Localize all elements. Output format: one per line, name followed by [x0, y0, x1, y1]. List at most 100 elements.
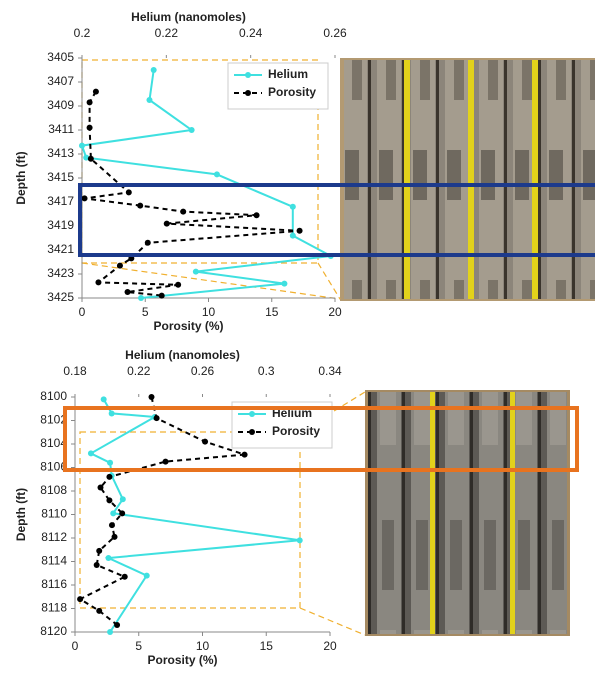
y-tick-label: 3405 — [47, 50, 74, 64]
data-point — [289, 203, 296, 210]
data-point — [180, 208, 187, 215]
core-photo — [365, 390, 570, 636]
data-point — [83, 154, 90, 161]
data-point — [296, 227, 303, 234]
y-tick-label: 8120 — [40, 624, 67, 638]
x-axis-title: Porosity (%) — [153, 319, 223, 333]
data-point — [79, 142, 85, 149]
data-point — [77, 596, 84, 603]
panel: 8100 8102 8104 8106 8108 8110 8112 8114 8116 8118… — [14, 348, 342, 667]
data-point — [81, 195, 88, 202]
data-point — [281, 280, 288, 287]
data-point — [116, 262, 123, 269]
data-point — [146, 97, 153, 103]
x-tick-label: 15 — [265, 305, 279, 319]
x-tick-label: 15 — [260, 639, 274, 653]
data-point — [163, 220, 170, 227]
panel: 3405 3407 3409 3411 3413 3415 3417 3419 3421 3423… — [14, 10, 347, 333]
data-point — [202, 438, 209, 445]
x-tick-label: 0 — [79, 305, 86, 319]
data-point — [137, 202, 144, 209]
series-line — [88, 398, 300, 633]
legend-marker — [245, 72, 251, 78]
data-point — [153, 415, 160, 422]
x-tick-label: 5 — [135, 639, 142, 653]
y-tick-label: 3411 — [48, 122, 74, 136]
x2-tick-label: 0.2 — [74, 26, 91, 40]
data-point — [241, 451, 248, 458]
x-tick-label: 10 — [202, 305, 216, 319]
y-tick-label: 8104 — [40, 436, 67, 450]
y-axis-title: Depth (ft) — [14, 151, 28, 204]
data-point — [96, 607, 103, 614]
highlight-box — [78, 183, 595, 257]
x2-axis-title: Helium (nanomoles) — [125, 348, 240, 362]
x-tick-label: 0 — [72, 639, 79, 653]
y-tick-label: 8116 — [41, 577, 67, 591]
data-point — [86, 99, 93, 106]
x2-tick-label: 0.22 — [155, 26, 179, 40]
x-tick-label: 20 — [323, 639, 337, 653]
data-point — [95, 279, 102, 286]
data-point — [97, 484, 104, 491]
data-point — [144, 239, 151, 246]
series-line — [78, 396, 245, 626]
x2-tick-label: 0.22 — [127, 364, 151, 378]
data-point — [150, 67, 157, 73]
data-point — [100, 396, 107, 403]
x2-axis-title: Helium (nanomoles) — [131, 10, 246, 24]
y-tick-label: 8106 — [40, 460, 67, 474]
data-point — [92, 88, 99, 95]
x-axis-title: Porosity (%) — [147, 653, 217, 667]
data-point — [106, 473, 113, 480]
x2-tick-label: 0.18 — [63, 364, 87, 378]
series-line — [84, 91, 300, 297]
y-tick-label: 3423 — [47, 266, 74, 280]
data-point — [125, 189, 132, 196]
data-point — [96, 547, 103, 554]
data-point — [124, 289, 131, 295]
y-tick-label: 3425 — [47, 290, 74, 304]
data-point — [110, 510, 117, 517]
data-point — [158, 292, 165, 299]
data-point — [86, 124, 93, 131]
data-point — [106, 497, 113, 504]
x2-tick-label: 0.24 — [239, 26, 263, 40]
legend-marker — [249, 429, 255, 435]
data-point — [114, 621, 121, 628]
data-point — [107, 629, 114, 635]
highlight-box — [63, 406, 579, 472]
legend-label: Porosity — [272, 424, 320, 438]
y-tick-label: 8110 — [41, 507, 67, 521]
x-tick-label: 10 — [196, 639, 210, 653]
y-tick-label: 3407 — [47, 74, 74, 88]
data-point — [108, 410, 115, 417]
data-point — [87, 450, 94, 457]
y-tick-label: 3419 — [47, 218, 74, 232]
data-point — [119, 496, 126, 503]
data-point — [289, 232, 296, 239]
x-tick-label: 5 — [142, 305, 149, 319]
data-point — [148, 394, 155, 400]
data-point — [138, 295, 145, 301]
data-point — [213, 171, 220, 178]
data-point — [108, 522, 115, 529]
data-point — [111, 533, 118, 540]
legend-marker — [249, 411, 255, 417]
y-tick-label: 3415 — [47, 170, 74, 184]
legend-label: Helium — [268, 67, 308, 81]
y-tick-label: 8108 — [40, 483, 67, 497]
data-point — [107, 459, 114, 466]
y-tick-label: 3417 — [47, 194, 74, 208]
x2-tick-label: 0.34 — [318, 364, 342, 378]
y-tick-label: 3409 — [47, 98, 74, 112]
y-tick-label: 8114 — [41, 554, 67, 568]
y-tick-label: 3413 — [47, 146, 74, 160]
data-point — [296, 537, 303, 544]
x2-tick-label: 0.26 — [323, 26, 347, 40]
data-point — [105, 554, 112, 561]
data-point — [93, 562, 100, 569]
y-tick-label: 8102 — [40, 413, 67, 427]
legend-marker — [245, 90, 251, 96]
